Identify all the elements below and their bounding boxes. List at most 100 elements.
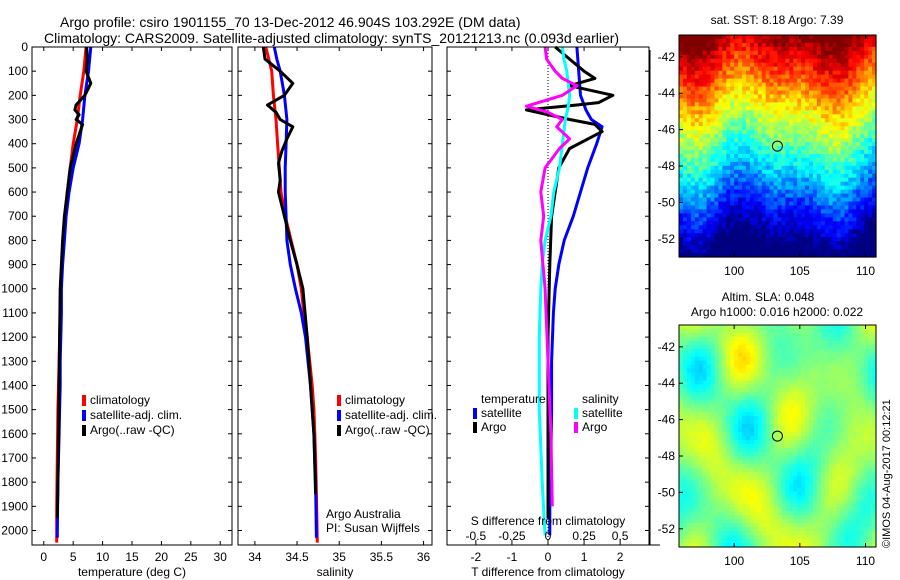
heatmap-cell [679, 110, 684, 115]
heatmap-cell [840, 471, 846, 477]
heatmap-cell [805, 340, 810, 346]
heatmap-cell [769, 213, 775, 218]
heatmap-cell [844, 325, 850, 330]
heatmap-cell [777, 356, 783, 362]
heatmap-cell [726, 325, 731, 330]
heatmap-cell [706, 356, 712, 362]
heatmap-cell [682, 241, 688, 246]
heatmap-cell [809, 443, 814, 449]
heatmap-cell [686, 114, 692, 119]
heatmap-cell [738, 209, 743, 214]
heatmap-cell [722, 201, 727, 207]
heatmap-cell [812, 181, 818, 187]
heatmap-cell [793, 420, 798, 425]
heatmap-cell [836, 213, 842, 218]
heatmap-cell [805, 241, 810, 246]
heatmap-cell [710, 122, 716, 127]
heatmap-cell [734, 98, 739, 103]
heatmap-cell [809, 340, 814, 346]
heatmap-cell [745, 189, 751, 195]
heatmap-cell [753, 400, 759, 405]
heatmap-cell [749, 229, 755, 234]
heatmap-cell [860, 90, 865, 96]
heatmap-cell [789, 209, 794, 214]
heatmap-cell [690, 443, 696, 449]
heatmap-cell [694, 416, 700, 421]
heatmap-cell [706, 332, 712, 338]
heatmap-cell [805, 404, 810, 409]
heatmap-cell [679, 62, 684, 68]
heatmap-cell [730, 102, 735, 107]
heatmap-cell [745, 384, 751, 390]
heatmap-cell [872, 217, 877, 222]
heatmap-cell [840, 149, 846, 155]
heatmap-cell [686, 193, 692, 199]
heatmap-cell [797, 396, 802, 401]
heatmap-cell [761, 130, 767, 135]
heatmap-cell [694, 161, 700, 167]
heatmap-cell [745, 50, 751, 56]
heatmap-cell [710, 110, 716, 115]
heatmap-cell [816, 177, 822, 183]
heatmap-cell [773, 336, 779, 342]
heatmap-cell [769, 459, 775, 465]
heatmap-cell [852, 102, 857, 107]
heatmap-cell [836, 356, 842, 362]
heatmap-cell [738, 130, 743, 135]
heatmap-cell [844, 201, 850, 207]
heatmap-cell [694, 177, 700, 183]
heatmap-cell [785, 459, 790, 465]
heatmap-cell [789, 241, 794, 246]
heatmap-cell [722, 340, 727, 346]
heatmap-cell [820, 467, 826, 473]
heatmap-cell [726, 400, 731, 405]
heatmap-cell [824, 86, 830, 92]
heatmap-cell [682, 98, 688, 103]
heatmap-cell [781, 229, 786, 234]
heatmap-cell [694, 185, 700, 191]
heatmap-cell [872, 360, 877, 366]
heatmap-cell [832, 439, 838, 445]
heatmap-cell [809, 225, 814, 230]
heatmap-cell [832, 455, 838, 461]
heatmap-cell [773, 82, 779, 88]
heatmap-cell [789, 396, 794, 401]
heatmap-cell [698, 336, 704, 342]
heatmap-cell [679, 82, 684, 88]
heatmap-cell [856, 455, 861, 461]
heatmap-cell [773, 46, 779, 52]
heatmap-cell [718, 142, 723, 147]
heatmap-cell [864, 106, 869, 111]
heatmap-cell [789, 424, 794, 429]
heatmap-cell [710, 70, 716, 76]
heatmap-cell [718, 380, 723, 386]
heatmap-cell [765, 54, 771, 60]
heatmap-cell [698, 471, 704, 477]
heatmap-cell [816, 185, 822, 191]
heatmap-cell [781, 153, 786, 159]
heatmap-cell [848, 396, 853, 401]
heatmap-cell [797, 380, 802, 386]
heatmap-cell [726, 368, 731, 374]
heatmap-cell [868, 471, 873, 477]
heatmap-cell [769, 253, 775, 258]
x2-tick-label: 0.25 [572, 529, 596, 543]
heatmap-cell [765, 46, 771, 52]
heatmap-cell [848, 404, 853, 409]
heatmap-cell [840, 94, 846, 100]
heatmap-cell [781, 102, 786, 107]
heatmap-cell [726, 110, 731, 115]
heatmap-cell [702, 364, 708, 370]
heatmap-cell [730, 229, 735, 234]
heatmap-cell [852, 340, 857, 346]
heatmap-cell [686, 86, 692, 92]
heatmap-cell [738, 78, 743, 84]
heatmap-cell [706, 229, 712, 234]
heatmap-cell [816, 78, 822, 84]
heatmap-cell [753, 249, 759, 254]
heatmap-cell [714, 352, 719, 358]
heatmap-cell [734, 42, 739, 48]
heatmap-cell [860, 372, 865, 378]
heatmap-cell [718, 245, 723, 250]
heatmap-cell [820, 388, 826, 393]
